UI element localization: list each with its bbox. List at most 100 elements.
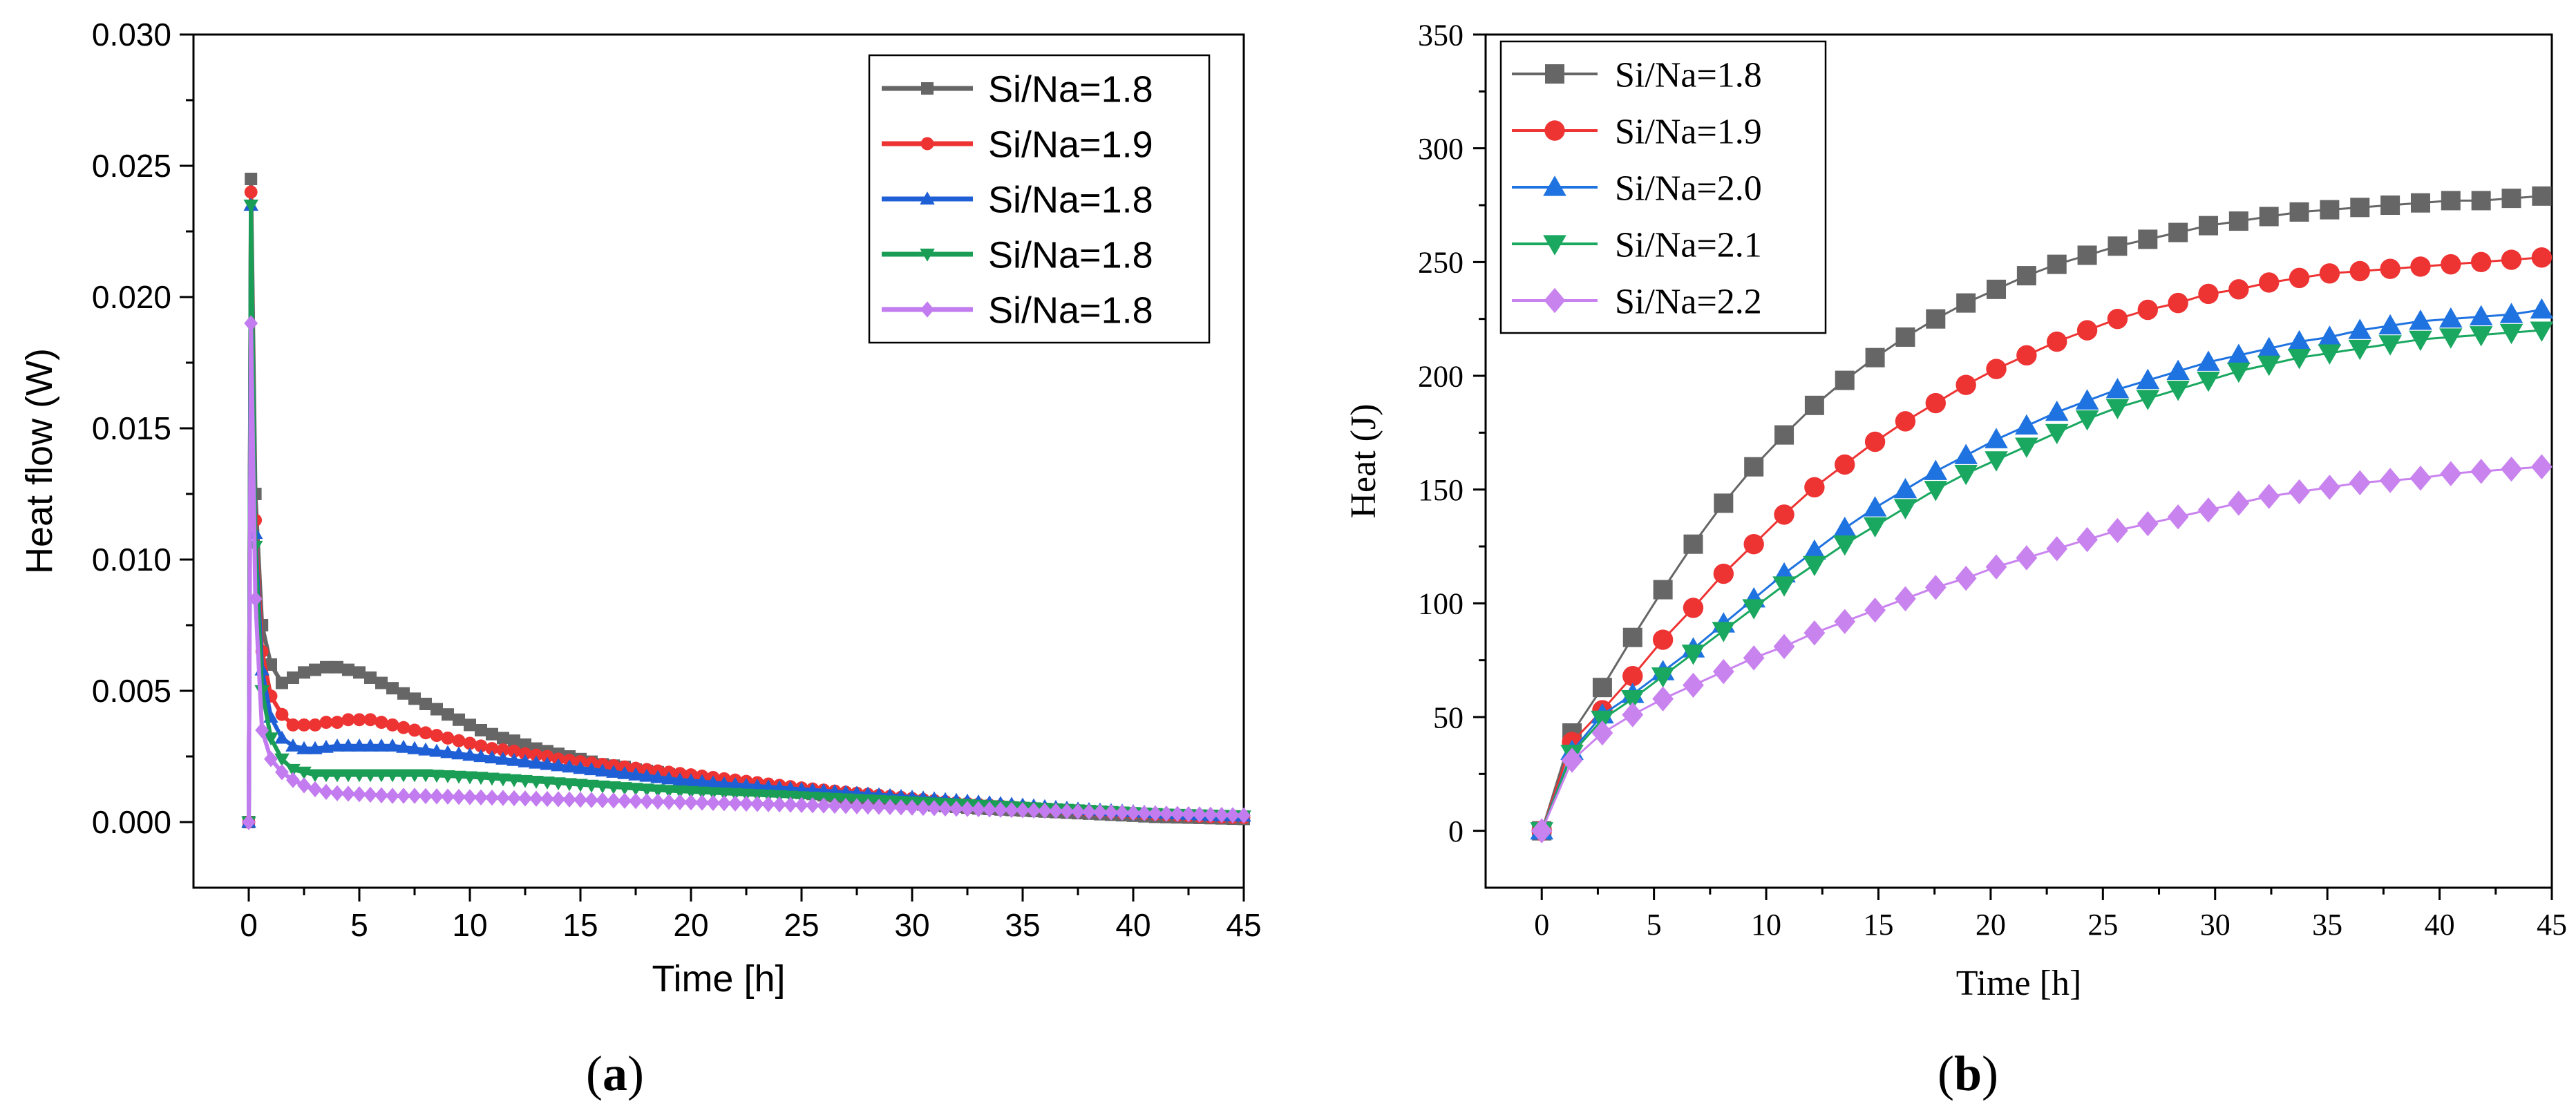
chart-b-series-5-line bbox=[1540, 466, 2542, 832]
chart-b-y-axis-title: Heat (J) bbox=[1344, 403, 1383, 518]
chart-b-plot-area bbox=[1530, 186, 2554, 843]
chart-b-x-tick-label: 45 bbox=[2537, 908, 2567, 942]
chart-b-series-5-point bbox=[1652, 686, 1674, 712]
chart-a-series-5-point bbox=[1137, 805, 1151, 821]
chart-b-series-5-point bbox=[2440, 461, 2462, 486]
chart-b-series-1-point bbox=[1744, 457, 1764, 477]
chart-b-series-4-point bbox=[2499, 323, 2523, 345]
chart-a-y-tick-label: 0.005 bbox=[92, 673, 171, 709]
chart-a-series-4-point bbox=[540, 776, 555, 790]
chart-b-series-3-point bbox=[2469, 305, 2493, 325]
chart-b-series-5-point bbox=[2167, 504, 2189, 530]
chart-b-series-1-point bbox=[1987, 279, 2007, 299]
chart-b-series-5-point bbox=[1531, 818, 1553, 843]
chart-a-series-2-point bbox=[286, 718, 300, 732]
chart-a-series-1-point bbox=[298, 666, 310, 679]
chart-b-series-1-point bbox=[1592, 678, 1612, 698]
chart-b-series-4-point bbox=[2439, 328, 2463, 349]
chart-a-series-1-point bbox=[287, 671, 299, 684]
chart-a-series-2-point bbox=[341, 713, 355, 727]
chart-b-series-5-point bbox=[2470, 459, 2492, 484]
chart-b-series-5-point bbox=[2076, 526, 2098, 553]
chart-a-series-5-point bbox=[983, 801, 996, 818]
chart-a-series-5-point bbox=[551, 791, 565, 808]
chart-a-series-4-point bbox=[341, 769, 356, 783]
chart-a-series-3-point bbox=[484, 750, 500, 763]
chart-b-series-2-point bbox=[1652, 629, 1674, 650]
chart-a-y-axis: 0.000 0.005 0.010 0.015 0.020 0.025 0.030 bbox=[92, 17, 193, 840]
chart-b-series-3-point bbox=[2075, 389, 2099, 410]
caption-b-close: ) bbox=[1982, 1046, 1998, 1101]
chart-a-legend-label: Si/Na=1.8 bbox=[988, 179, 1153, 220]
chart-b-series-3-point bbox=[2409, 309, 2432, 330]
chart-a-series-3-point bbox=[529, 755, 544, 769]
chart-a-series-3-point bbox=[495, 752, 511, 765]
chart-b-series-4-point bbox=[2015, 437, 2038, 458]
chart-b-series-1-point bbox=[2077, 245, 2097, 265]
chart-a-series-5-point bbox=[1115, 804, 1129, 821]
chart-a-series-4-point bbox=[484, 772, 500, 786]
chart-b-series-3-point bbox=[2257, 336, 2281, 358]
chart-b-y-tick-label: 150 bbox=[1418, 473, 1464, 507]
chart-b-series-4-point bbox=[2197, 371, 2220, 392]
chart-a-series-4-point bbox=[595, 780, 610, 794]
chart-b-series-4-point bbox=[2378, 335, 2402, 356]
chart-a-x-tick-label: 40 bbox=[1115, 907, 1150, 943]
chart-a-series-3-point bbox=[385, 738, 400, 752]
chart-a-series-5-point bbox=[629, 792, 643, 810]
chart-a-series-4-point bbox=[606, 781, 621, 794]
chart-b-x-tick-label: 35 bbox=[2312, 908, 2342, 942]
chart-b-plot-frame bbox=[1484, 33, 2553, 889]
chart-b-x-tick-label: 40 bbox=[2425, 908, 2455, 942]
chart-b-x-tick-label: 5 bbox=[1647, 908, 1662, 942]
chart-a-series-1-point bbox=[519, 738, 531, 751]
chart-b-series-2-point bbox=[1864, 431, 1886, 452]
chart-b-series-3-point bbox=[2499, 303, 2523, 323]
chart-b-series-4-point bbox=[1954, 465, 1978, 486]
chart-b-legend-swatch-marker bbox=[1544, 120, 1565, 141]
chart-a-series-4-point bbox=[363, 769, 378, 783]
chart-b-series-2-point bbox=[2198, 283, 2219, 305]
chart-b-series-3-point bbox=[2105, 377, 2130, 399]
chart-a-y-tick-label: 0.015 bbox=[92, 410, 171, 446]
chart-a-series-4-point bbox=[717, 788, 732, 801]
chart-a-series-4-point bbox=[451, 770, 466, 784]
chart-a-series-4-point bbox=[274, 753, 290, 767]
chart-a-series-4-point bbox=[518, 774, 533, 788]
chart-a-series-5-point bbox=[562, 791, 576, 808]
chart-a-series-5-point bbox=[1126, 805, 1140, 821]
chart-a-x-tick-label: 45 bbox=[1226, 907, 1261, 943]
chart-b-series-5-point bbox=[2379, 468, 2401, 493]
chart-b-series-3-point bbox=[1803, 539, 1826, 560]
chart-a-series-1-point bbox=[397, 687, 410, 700]
chart-b-series-2-point bbox=[2107, 308, 2128, 330]
chart-b-series-2-point bbox=[2168, 292, 2188, 314]
chart-a-series-1-point bbox=[364, 671, 377, 684]
chart-b-series-3-point bbox=[1985, 428, 2008, 448]
chart-b-series-4-point bbox=[2469, 326, 2493, 347]
chart-a-legend-swatch-marker bbox=[920, 248, 935, 262]
chart-a-series-4-point bbox=[285, 763, 301, 777]
chart-b-series-5 bbox=[1531, 454, 2553, 843]
chart-a-legend-swatch-marker bbox=[921, 82, 934, 95]
chart-a-series-3-point bbox=[728, 776, 743, 790]
chart-a-series-3-point bbox=[772, 780, 787, 794]
chart-a-series-1-point bbox=[453, 713, 465, 726]
chart-b-series-4-point bbox=[2409, 330, 2432, 352]
chart-a-series-4-point bbox=[243, 199, 258, 213]
chart-b-x-tick-label: 10 bbox=[1751, 908, 1781, 942]
chart-b-series-2-point bbox=[1713, 563, 1734, 584]
chart-a-series-2-point bbox=[540, 750, 554, 763]
chart-b-series-2-point bbox=[2016, 345, 2037, 366]
chart-a-series-5-point bbox=[883, 799, 897, 816]
chart-b-series-3-point bbox=[1893, 477, 1917, 499]
chart-b-series-2-point bbox=[2258, 272, 2280, 293]
chart-a-series-3-point bbox=[396, 739, 411, 753]
chart-b-series-1-point bbox=[2168, 222, 2188, 242]
chart-a-series-5-point bbox=[894, 799, 908, 816]
chart-a-series-4-point bbox=[639, 783, 654, 797]
chart-a-series-2-point bbox=[297, 718, 311, 732]
chart-a-series-4-point bbox=[661, 785, 676, 799]
chart-a-plot-area bbox=[241, 173, 1251, 830]
chart-a-series-2-point bbox=[529, 748, 543, 762]
